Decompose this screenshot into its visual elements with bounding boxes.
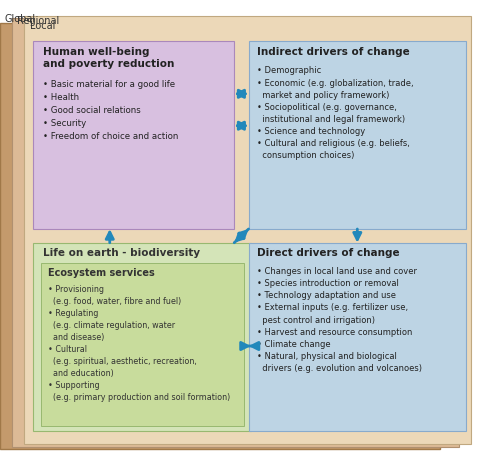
Text: Regional: Regional: [17, 16, 59, 26]
Text: • Basic material for a good life
• Health
• Good social relations
• Security
• F: • Basic material for a good life • Healt…: [43, 80, 178, 141]
FancyBboxPatch shape: [249, 41, 466, 229]
FancyBboxPatch shape: [33, 243, 251, 431]
FancyBboxPatch shape: [41, 263, 244, 426]
Text: • Demographic
• Economic (e.g. globalization, trade,
  market and policy framewo: • Demographic • Economic (e.g. globaliza…: [257, 66, 414, 160]
FancyBboxPatch shape: [12, 18, 459, 447]
FancyBboxPatch shape: [0, 23, 440, 449]
Text: • Changes in local land use and cover
• Species introduction or removal
• Techno: • Changes in local land use and cover • …: [257, 267, 422, 373]
FancyBboxPatch shape: [249, 243, 466, 431]
Text: Human well-being
and poverty reduction: Human well-being and poverty reduction: [43, 47, 174, 69]
Text: • Provisioning
  (e.g. food, water, fibre and fuel)
• Regulating
  (e.g. climate: • Provisioning (e.g. food, water, fibre …: [48, 285, 230, 402]
Text: Ecosystem services: Ecosystem services: [48, 268, 154, 278]
Text: Direct drivers of change: Direct drivers of change: [257, 248, 400, 258]
FancyBboxPatch shape: [24, 16, 471, 444]
Text: Local: Local: [30, 21, 55, 31]
Text: Life on earth - biodiversity: Life on earth - biodiversity: [43, 248, 200, 258]
Text: Global: Global: [5, 14, 36, 24]
Text: Indirect drivers of change: Indirect drivers of change: [257, 47, 410, 57]
FancyBboxPatch shape: [33, 41, 234, 229]
